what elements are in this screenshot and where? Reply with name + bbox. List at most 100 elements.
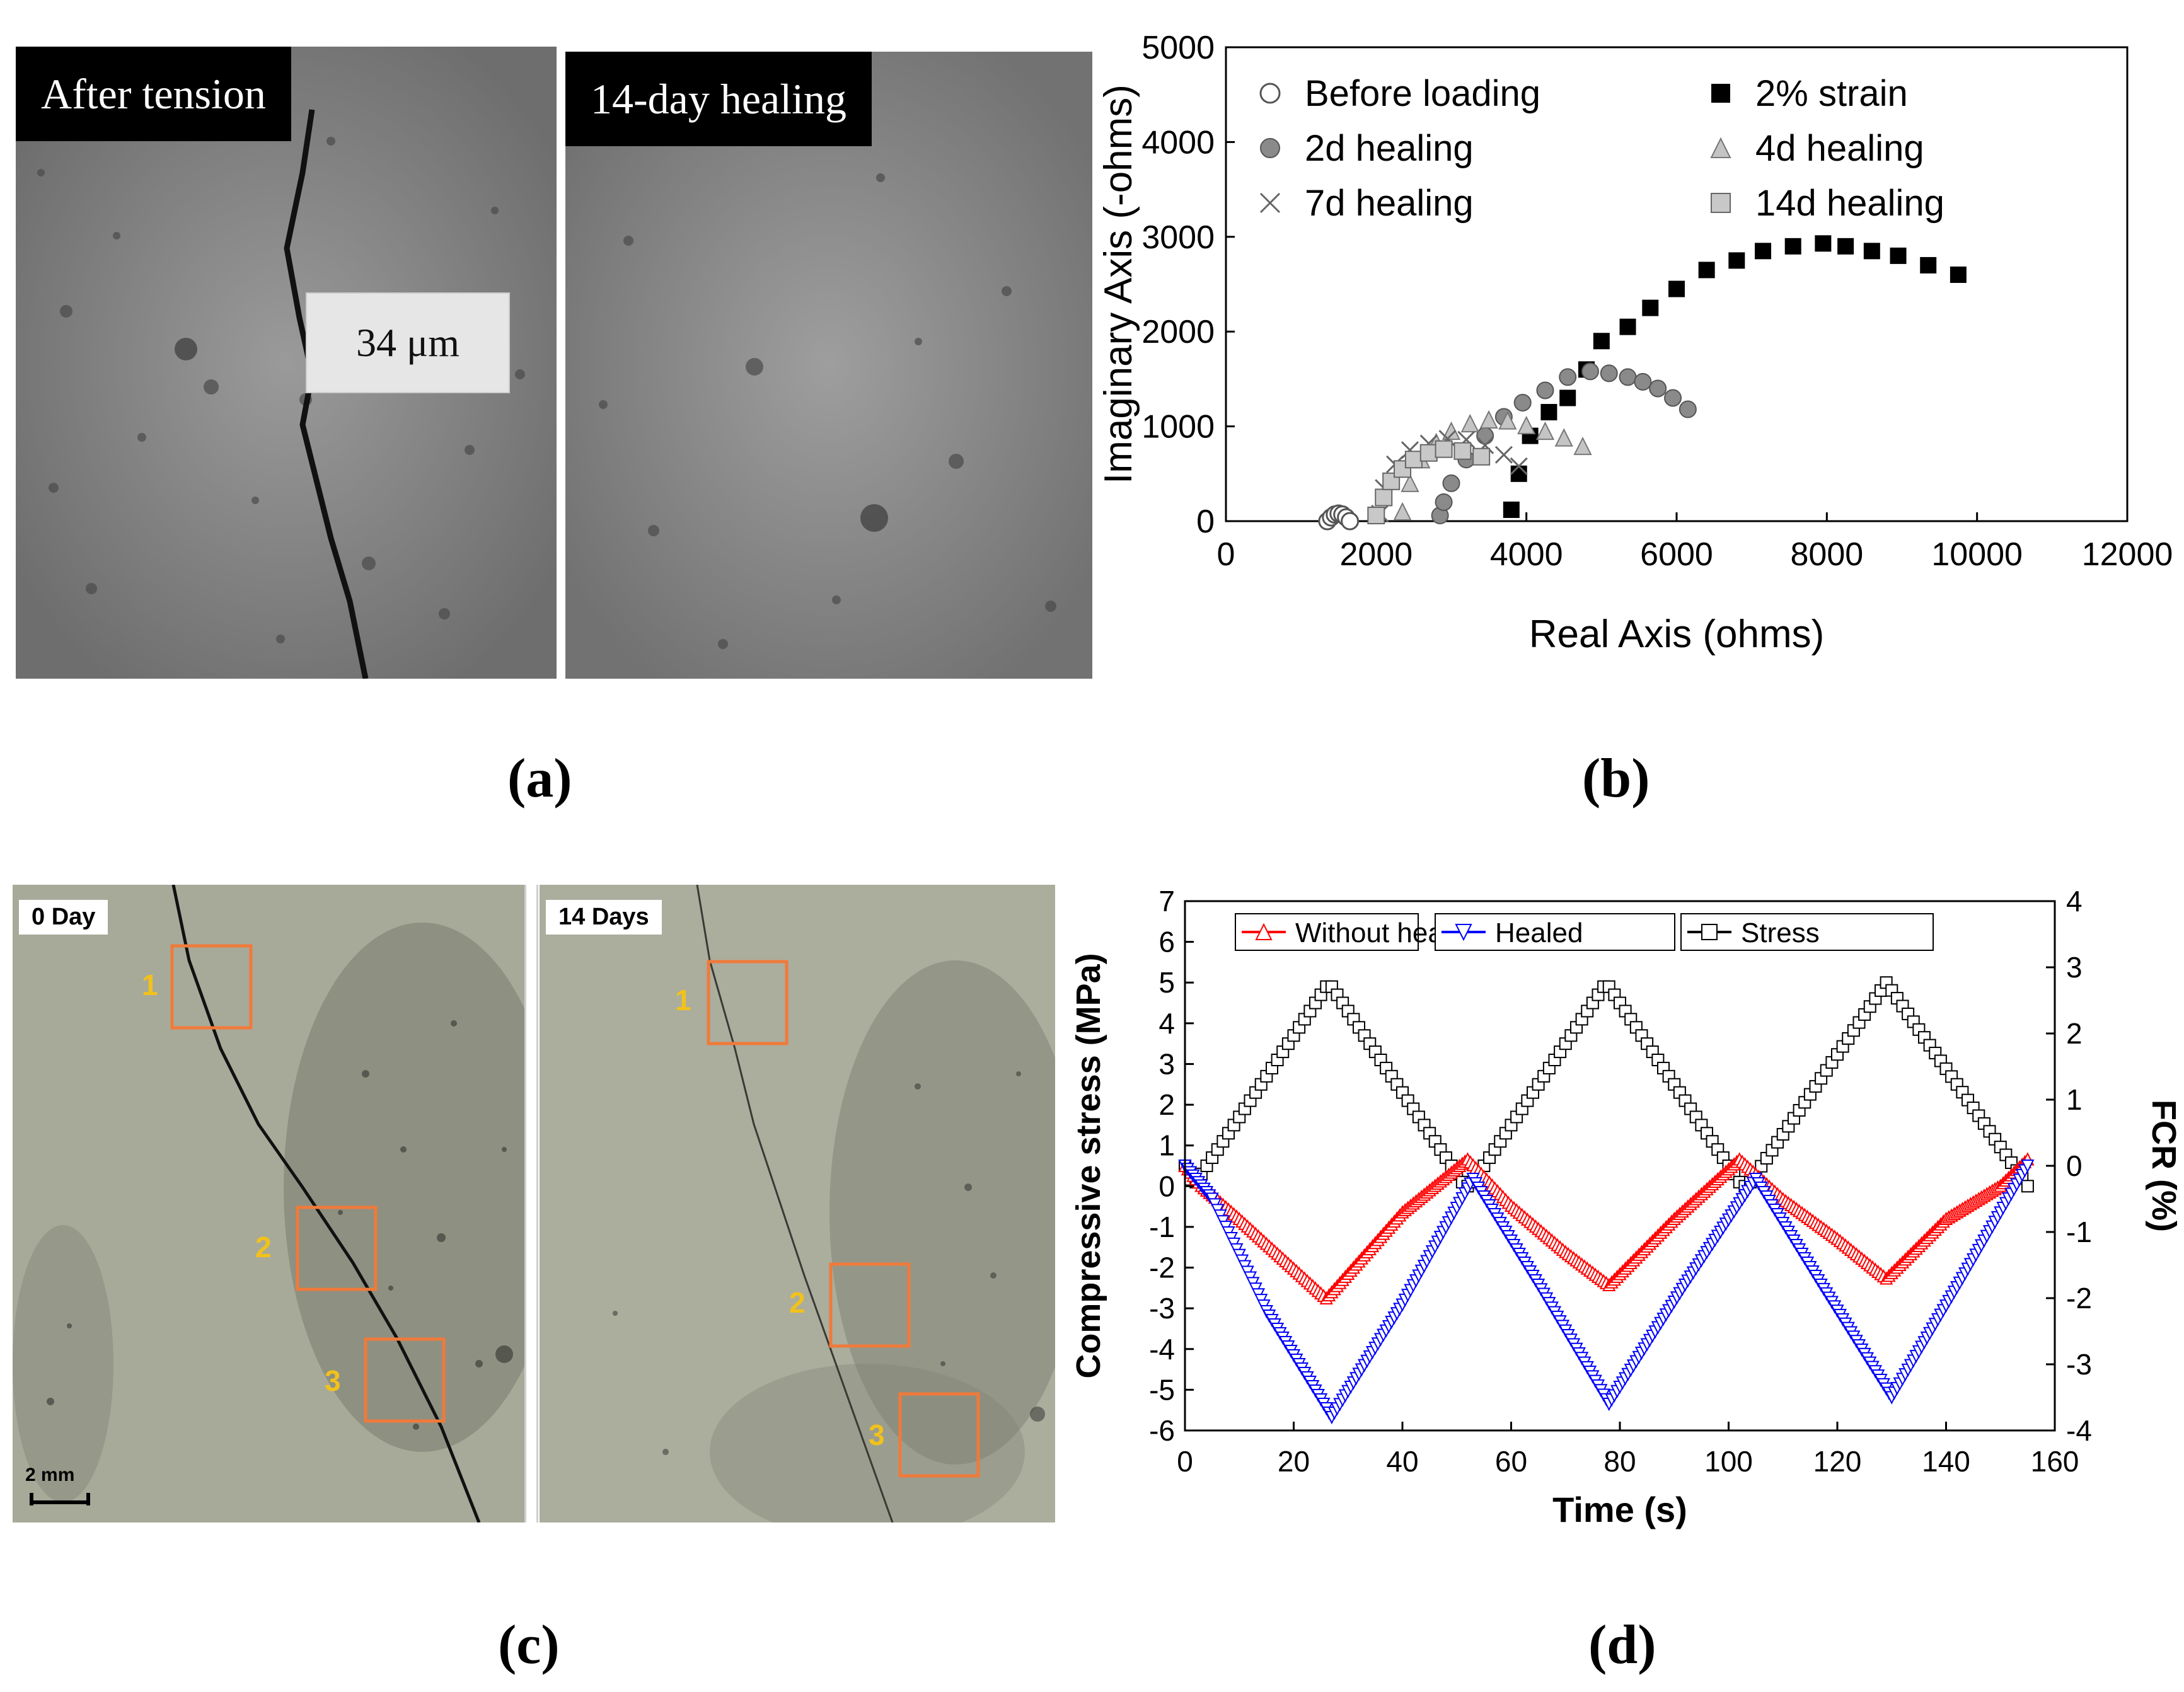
x-axis-label: Time (s): [1552, 1490, 1687, 1529]
legend-label: 4d healing: [1755, 128, 1924, 169]
chart-b-ticks: 0 2000 4000 6000 8000 10000 12000 0 1000 2000 3000…: [1097, 30, 2173, 656]
chart-d-ticks: 0 20 40 60 80 100 120 140 160-6-5-4-3-2-10123456…: [1070, 885, 2181, 1529]
y-tick-label: -1: [1149, 1211, 1175, 1243]
series-without-heal: [1178, 1152, 2035, 1304]
data-point: [2021, 1180, 2034, 1193]
data-point: [1664, 389, 1682, 407]
region-number-3: 3: [869, 1419, 885, 1451]
x-tick-label: 100: [1704, 1445, 1753, 1478]
y-axis-label: Imaginary Axis (-ohms): [1097, 84, 1140, 484]
data-point: [1394, 460, 1412, 478]
data-point: [1649, 379, 1667, 398]
legend-marker: [1259, 192, 1281, 214]
region-box-3: [898, 1392, 980, 1478]
legend-marker: [1455, 924, 1472, 941]
y2-tick-label: -1: [2066, 1216, 2092, 1248]
region-box-2: [829, 1262, 911, 1348]
data-point: [1678, 400, 1697, 418]
x-tick-label: 120: [1813, 1445, 1862, 1478]
legend-marker: [1711, 84, 1730, 103]
series-healed: [1178, 1160, 2035, 1425]
micrograph-texture: [13, 885, 524, 1522]
micrograph-after-tension: After tension 34 μm: [16, 47, 557, 679]
y-tick-label: 0: [1158, 1170, 1175, 1202]
x-tick-label: 8000: [1790, 536, 1863, 573]
legend-marker: [1255, 923, 1273, 940]
14-days-label: 14 Days: [546, 900, 662, 935]
data-point: [1573, 436, 1592, 456]
y2-tick-label: 0: [2066, 1149, 2083, 1182]
chart-d-series: [1178, 976, 2035, 1425]
region-box-3: [364, 1337, 446, 1423]
y-tick-label: 5: [1158, 966, 1175, 999]
series-2-strain: [1503, 235, 1967, 518]
data-point: [1479, 410, 1498, 429]
data-point: [1442, 474, 1460, 492]
x-tick-label: 20: [1278, 1445, 1310, 1478]
y2-tick-label: 2: [2066, 1017, 2083, 1050]
data-point: [1535, 421, 1555, 440]
data-point: [1815, 235, 1832, 252]
x-tick-label: 4000: [1490, 536, 1563, 573]
data-point: [1920, 256, 1937, 273]
chart-b-legend: Before loading 2% strain 2d healing 4d heal…: [1259, 73, 1944, 224]
legend-label: 2d healing: [1305, 128, 1474, 169]
data-point: [1559, 368, 1577, 386]
region-boxes: [170, 944, 446, 1423]
data-point: [1460, 413, 1479, 433]
x-tick-label: 12000: [2082, 536, 2173, 573]
x-tick-label: 40: [1386, 1445, 1418, 1478]
14-day-healing-label: 14-day healing: [565, 52, 872, 146]
data-point: [1619, 368, 1637, 386]
legend-label: 14d healing: [1755, 183, 1944, 224]
chart-d-legend: Without heal Healed Stress: [1235, 913, 1934, 951]
x-tick-label: 0: [1217, 536, 1235, 573]
data-point: [2021, 1160, 2035, 1173]
data-point: [1498, 411, 1517, 430]
legend-label: 7d healing: [1305, 183, 1474, 224]
plot-frame: [1184, 900, 2056, 1432]
data-point: [1503, 501, 1520, 518]
legend-marker: [1710, 137, 1731, 158]
y-tick-label: 1000: [1141, 409, 1215, 446]
region-number-1: 1: [675, 984, 691, 1016]
data-point: [1510, 457, 1528, 475]
data-point: [1494, 446, 1513, 464]
data-point: [1554, 428, 1573, 447]
y-tick-label: 4000: [1141, 124, 1215, 161]
micrograph-texture: [565, 52, 1092, 679]
chart-b-impedance: 0 2000 4000 6000 8000 10000 12000 0 1000 2000 3000…: [1097, 30, 2173, 656]
y-tick-label: 0: [1196, 504, 1215, 540]
y2-tick-label: -2: [2066, 1282, 2092, 1315]
data-point: [1784, 238, 1801, 255]
micrograph-0-day: 0 Day 1 2 3 2 mm: [13, 885, 524, 1522]
series-before-loading: [1318, 504, 1360, 531]
legend-label: Without heal: [1295, 918, 1450, 948]
y-tick-label: 3: [1158, 1047, 1175, 1080]
data-point: [1453, 442, 1472, 460]
scale-bar: [30, 1493, 90, 1505]
chart-d-axes: [1184, 900, 2056, 1432]
crack-width-label: 34 μm: [306, 292, 510, 393]
region-box-2: [296, 1206, 378, 1291]
x-tick-label: 160: [2031, 1445, 2079, 1478]
data-point: [1472, 447, 1491, 466]
x-tick-label: 2000: [1339, 536, 1413, 573]
data-point: [1536, 381, 1554, 400]
data-point: [1513, 394, 1532, 411]
panel-label-d: (d): [1588, 1614, 1656, 1676]
x-tick-label: 80: [1603, 1445, 1636, 1478]
y-axis-label: Compressive stress (MPa): [1070, 953, 1107, 1378]
data-point: [1435, 440, 1453, 458]
x-tick-label: 140: [1922, 1445, 1970, 1478]
legend-marker: [1711, 193, 1731, 213]
y-tick-label: 2: [1158, 1088, 1175, 1121]
data-point: [1950, 266, 1967, 283]
data-point: [1476, 427, 1494, 445]
data-point: [1593, 333, 1610, 350]
data-point: [1668, 280, 1685, 297]
x-axis-label: Real Axis (ohms): [1529, 613, 1825, 656]
data-point: [1642, 299, 1659, 316]
panel-label-b: (b): [1582, 748, 1650, 809]
region-boxes: [707, 960, 980, 1478]
